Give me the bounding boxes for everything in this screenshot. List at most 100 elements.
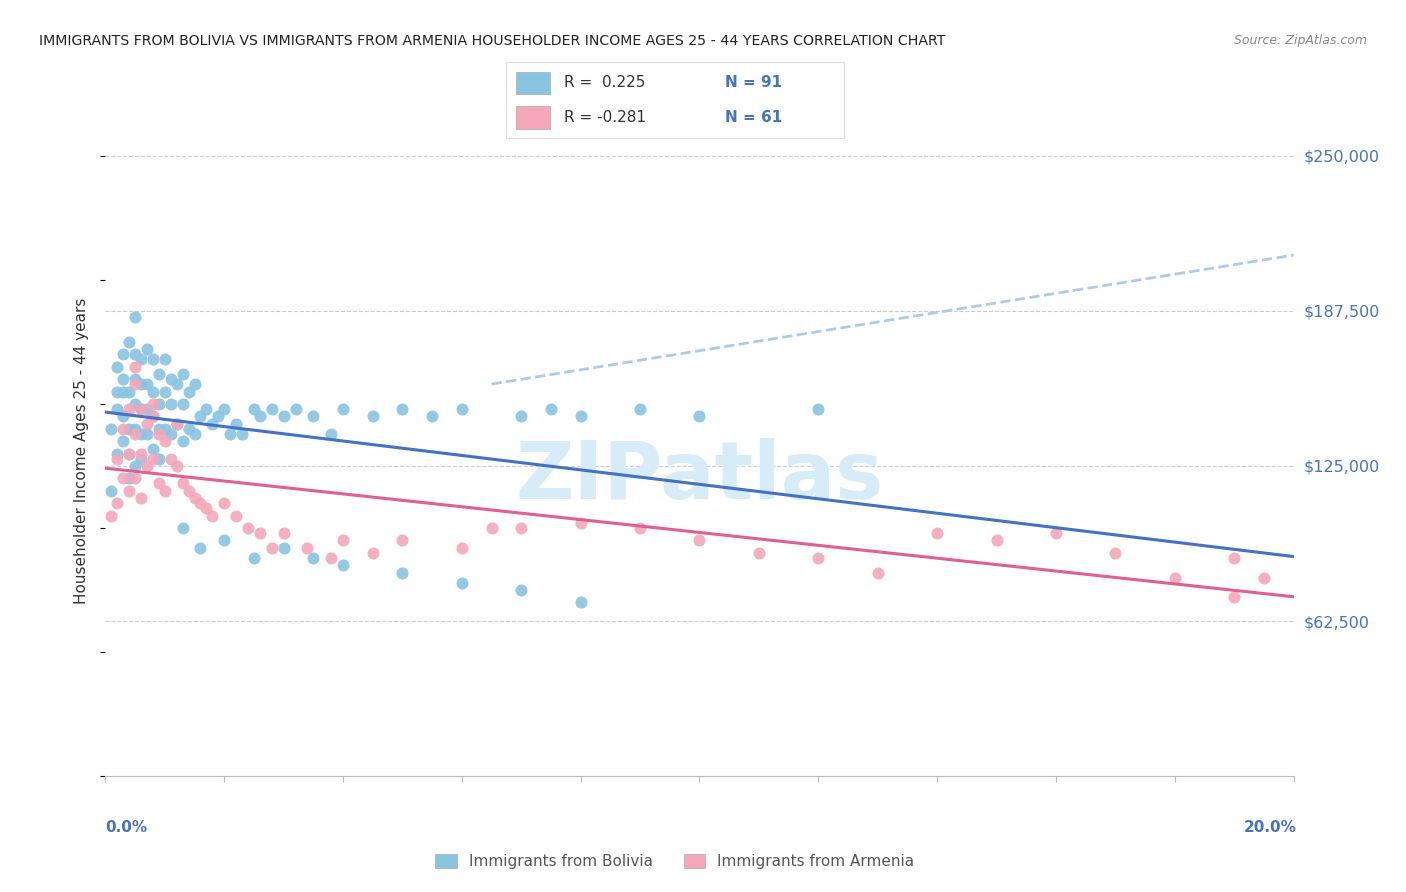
Point bbox=[148, 367, 170, 381]
Point bbox=[866, 566, 889, 580]
Point bbox=[124, 372, 146, 386]
Point bbox=[219, 426, 242, 441]
Point bbox=[112, 422, 135, 436]
Point bbox=[177, 422, 200, 436]
Point bbox=[689, 409, 711, 424]
Point bbox=[569, 516, 592, 530]
Point bbox=[1164, 571, 1187, 585]
Point bbox=[391, 401, 413, 416]
Point bbox=[172, 521, 194, 535]
Point bbox=[159, 397, 181, 411]
Point bbox=[321, 550, 343, 565]
Point bbox=[142, 352, 165, 367]
Point bbox=[297, 541, 319, 555]
Point bbox=[183, 377, 205, 392]
Point bbox=[927, 525, 949, 540]
Point bbox=[1104, 546, 1126, 560]
Point bbox=[332, 533, 354, 548]
Point bbox=[177, 483, 200, 498]
Point bbox=[118, 446, 141, 460]
Point bbox=[136, 343, 159, 357]
Point bbox=[142, 397, 165, 411]
Text: IMMIGRANTS FROM BOLIVIA VS IMMIGRANTS FROM ARMENIA HOUSEHOLDER INCOME AGES 25 - : IMMIGRANTS FROM BOLIVIA VS IMMIGRANTS FR… bbox=[39, 34, 946, 48]
Point bbox=[112, 384, 135, 399]
Point bbox=[148, 476, 170, 491]
Point bbox=[201, 417, 224, 431]
Point bbox=[100, 422, 122, 436]
Point bbox=[807, 401, 830, 416]
Point bbox=[1045, 525, 1067, 540]
Legend: Immigrants from Bolivia, Immigrants from Armenia: Immigrants from Bolivia, Immigrants from… bbox=[429, 847, 921, 875]
Point bbox=[420, 409, 443, 424]
Point bbox=[105, 401, 128, 416]
Point bbox=[153, 352, 176, 367]
Point bbox=[391, 566, 413, 580]
Point bbox=[225, 417, 247, 431]
Point bbox=[124, 397, 146, 411]
Point bbox=[225, 508, 247, 523]
Point bbox=[159, 372, 181, 386]
Point bbox=[190, 496, 212, 510]
Point bbox=[148, 426, 170, 441]
Point bbox=[136, 377, 159, 392]
Point bbox=[236, 521, 259, 535]
Point bbox=[129, 491, 152, 506]
Point bbox=[214, 496, 236, 510]
Point bbox=[166, 458, 188, 473]
Point bbox=[569, 409, 592, 424]
Point bbox=[118, 401, 141, 416]
Point bbox=[302, 550, 325, 565]
FancyBboxPatch shape bbox=[516, 71, 550, 95]
Point bbox=[118, 471, 141, 485]
Point bbox=[118, 334, 141, 349]
Point bbox=[391, 533, 413, 548]
Point bbox=[100, 483, 122, 498]
Point bbox=[807, 550, 830, 565]
Point bbox=[142, 384, 165, 399]
Point bbox=[986, 533, 1008, 548]
Point bbox=[195, 501, 218, 516]
FancyBboxPatch shape bbox=[516, 106, 550, 129]
Point bbox=[243, 550, 266, 565]
Point bbox=[112, 347, 135, 361]
Point bbox=[273, 525, 295, 540]
Point bbox=[249, 525, 271, 540]
Point bbox=[172, 434, 194, 449]
Point bbox=[124, 310, 146, 325]
Point bbox=[129, 401, 152, 416]
Point bbox=[172, 397, 194, 411]
Point bbox=[136, 426, 159, 441]
Point bbox=[112, 471, 135, 485]
Point bbox=[142, 409, 165, 424]
Point bbox=[361, 409, 384, 424]
Point bbox=[183, 491, 205, 506]
Point bbox=[129, 451, 152, 466]
Y-axis label: Householder Income Ages 25 - 44 years: Householder Income Ages 25 - 44 years bbox=[75, 297, 90, 604]
Point bbox=[105, 451, 128, 466]
Point bbox=[361, 546, 384, 560]
Point bbox=[231, 426, 253, 441]
Point bbox=[105, 496, 128, 510]
Point bbox=[112, 409, 135, 424]
Point bbox=[136, 458, 159, 473]
Point bbox=[153, 422, 176, 436]
Text: ZIPatlas: ZIPatlas bbox=[516, 437, 883, 516]
Point bbox=[118, 446, 141, 460]
Point bbox=[105, 446, 128, 460]
Point bbox=[153, 384, 176, 399]
Point bbox=[148, 451, 170, 466]
Point bbox=[124, 377, 146, 392]
Point bbox=[481, 521, 503, 535]
Point bbox=[148, 397, 170, 411]
Point bbox=[100, 508, 122, 523]
Point bbox=[243, 401, 266, 416]
Point bbox=[129, 401, 152, 416]
Point bbox=[153, 483, 176, 498]
Point bbox=[159, 426, 181, 441]
Point bbox=[124, 471, 146, 485]
Point bbox=[172, 476, 194, 491]
Point bbox=[136, 417, 159, 431]
Point bbox=[1223, 550, 1246, 565]
Point bbox=[260, 541, 283, 555]
Point bbox=[273, 409, 295, 424]
